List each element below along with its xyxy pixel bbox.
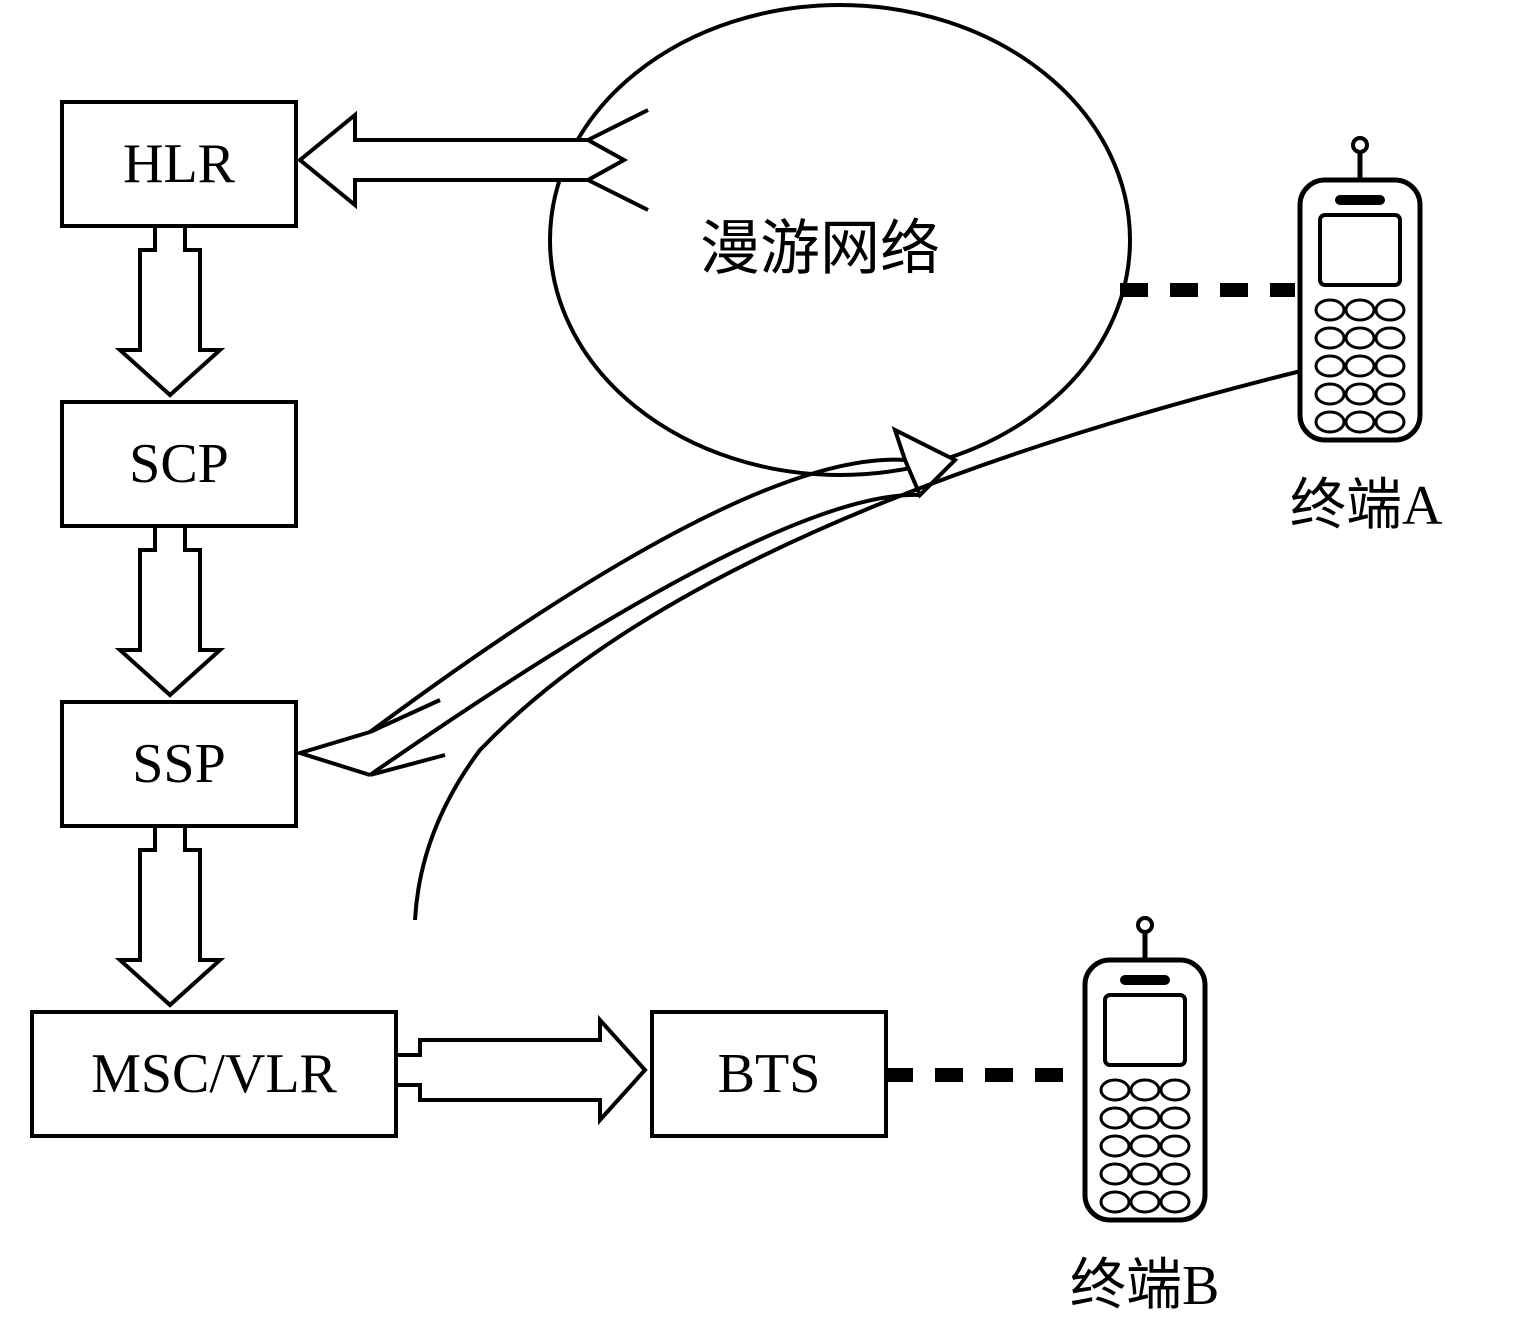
terminal-b-label: 终端B <box>1070 1240 1219 1321</box>
arrow-scp-to-ssp <box>120 525 220 695</box>
bts-label: BTS <box>718 1042 821 1106</box>
arrow-hlr-to-scp <box>120 225 220 395</box>
ssp-label: SSP <box>132 732 225 796</box>
arrow-ssp-to-mscvlr <box>120 825 220 1005</box>
ssp-box: SSP <box>60 700 298 828</box>
curve-decorative <box>415 370 1305 920</box>
hlr-label: HLR <box>123 132 235 196</box>
arrow-hlr-cloud-bidirectional <box>300 110 648 210</box>
scp-box: SCP <box>60 400 298 528</box>
mscvlr-box: MSC/VLR <box>30 1010 398 1138</box>
arrow-ssp-cloud-bidirectional <box>300 430 955 775</box>
scp-label: SCP <box>129 432 229 496</box>
arrow-mscvlr-to-bts <box>395 1020 645 1120</box>
phone-b-icon <box>1085 918 1205 1220</box>
hlr-box: HLR <box>60 100 298 228</box>
diagram-container: HLR SCP SSP MSC/VLR BTS 漫游网络 终端A 终端B <box>0 0 1523 1321</box>
mscvlr-label: MSC/VLR <box>91 1042 337 1106</box>
bts-box: BTS <box>650 1010 888 1138</box>
roaming-network-label: 漫游网络 <box>700 200 940 287</box>
terminal-a-label: 终端A <box>1290 460 1442 541</box>
phone-a-icon <box>1300 138 1420 440</box>
